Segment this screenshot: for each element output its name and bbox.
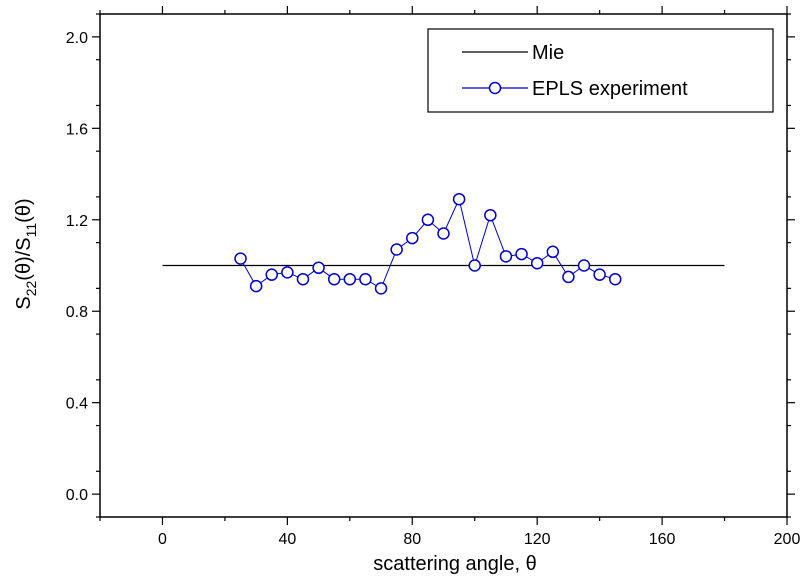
x-tick-label: 160: [649, 531, 676, 548]
y-tick-label: 2.0: [66, 30, 88, 47]
x-tick-label: 40: [278, 531, 296, 548]
data-point: [593, 268, 606, 281]
data-point: [421, 213, 435, 227]
legend-swatch-marker: [488, 81, 502, 95]
x-axis-title: scattering angle, θ: [373, 553, 536, 575]
data-point: [234, 252, 247, 265]
legend-item: EPLS experiment: [462, 78, 688, 100]
legend-box: [427, 28, 774, 113]
series-layer: [162, 192, 725, 295]
data-point: [359, 272, 372, 286]
y-tick-label: 0.8: [66, 304, 88, 321]
data-point: [468, 259, 481, 272]
data-point: [577, 259, 591, 272]
y-axis-title-sub2: 11: [23, 223, 39, 238]
data-point: [327, 272, 341, 286]
data-point: [437, 227, 450, 240]
data-point: [499, 250, 513, 263]
y-tick-label: 1.2: [66, 213, 88, 230]
x-tick-label: 120: [524, 531, 551, 548]
data-point: [312, 261, 325, 275]
data-point: [390, 243, 403, 256]
x-tick-label: 200: [774, 531, 801, 548]
legend: Mie EPLS experiment: [427, 28, 774, 113]
data-point: [343, 272, 357, 286]
y-axis-title-s: S: [13, 296, 35, 309]
legend-label: EPLS experiment: [532, 78, 688, 100]
y-tick-label: 0.4: [66, 396, 88, 413]
series-1: [234, 192, 622, 295]
data-point: [515, 247, 528, 261]
y-tick-label: 0.0: [66, 487, 88, 504]
data-point: [530, 256, 544, 270]
data-point: [562, 270, 575, 284]
x-tick-label: 80: [403, 531, 421, 548]
y-axis-title-sub1: 22: [23, 281, 39, 297]
data-point: [546, 245, 560, 259]
data-point: [281, 266, 294, 279]
x-tick-label: 0: [158, 531, 167, 548]
legend-item: Mie: [462, 42, 564, 64]
plot-frame: [99, 13, 788, 518]
series-line: [240, 197, 616, 290]
y-tick-label: 1.6: [66, 121, 88, 138]
data-point: [374, 282, 388, 295]
data-point: [265, 268, 278, 281]
plot-area: 0 40 80 120 160 200 0.0 0.4 0.8 1.2 1.6 2.0: [66, 6, 801, 548]
data-point: [249, 279, 263, 293]
y-axis-title: S22(θ)/S11(θ): [13, 198, 39, 309]
data-point: [609, 272, 622, 286]
data-point: [406, 231, 419, 245]
legend-label: Mie: [532, 42, 564, 64]
data-point: [296, 272, 310, 286]
y-axis-title-end: (θ): [13, 198, 35, 222]
y-axis-title-mid: (θ)/S: [13, 237, 35, 280]
data-point: [484, 208, 497, 222]
data-point: [452, 192, 466, 206]
